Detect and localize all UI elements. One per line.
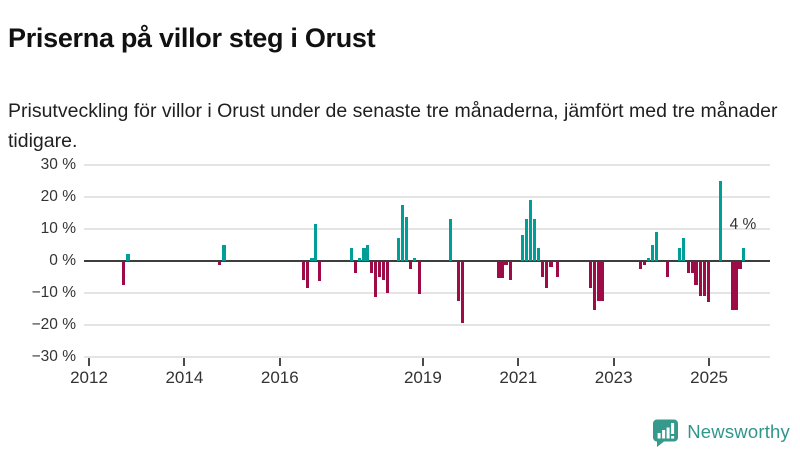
- bar: [706, 262, 711, 303]
- bar: [544, 262, 549, 288]
- y-axis-label: 20 %: [40, 187, 76, 205]
- bar: [596, 262, 601, 301]
- x-axis-label: 2021: [499, 368, 538, 387]
- bar: [417, 262, 422, 295]
- bar: [496, 262, 501, 279]
- bar-chart-speech-bubble-icon: [650, 417, 680, 447]
- x-axis-label: 2012: [70, 368, 108, 387]
- bar: [305, 262, 310, 288]
- gridline: [84, 356, 770, 359]
- y-axis-label: −10 %: [31, 283, 76, 301]
- bar: [730, 262, 735, 311]
- bar: [408, 262, 413, 269]
- x-axis-tick: [183, 358, 186, 367]
- x-axis-label: 2016: [260, 368, 299, 387]
- bar: [548, 262, 553, 267]
- x-axis-label: 2019: [403, 368, 442, 387]
- bar: [694, 262, 698, 285]
- gridline: [84, 227, 770, 230]
- bar: [373, 262, 378, 298]
- x-axis-label: 2014: [165, 368, 204, 387]
- bar: [500, 262, 505, 279]
- bar: [317, 262, 322, 282]
- bar: [540, 262, 545, 277]
- x-axis-tick: [278, 358, 281, 367]
- bar: [349, 247, 354, 261]
- bar: [217, 262, 222, 266]
- x-axis-tick: [612, 358, 615, 367]
- bar: [532, 219, 537, 261]
- bar: [690, 262, 695, 274]
- bar: [504, 262, 508, 266]
- gridline: [84, 163, 770, 166]
- gridline: [84, 324, 770, 326]
- bar: [638, 262, 643, 269]
- y-axis-label: 10 %: [40, 219, 76, 237]
- bar: [353, 262, 358, 274]
- bar: [718, 180, 723, 261]
- bar: [520, 235, 525, 261]
- y-axis-label: 30 %: [40, 155, 76, 173]
- bar: [702, 262, 707, 296]
- bar: [381, 262, 386, 280]
- x-axis-tick: [88, 358, 90, 367]
- bar: [592, 262, 597, 311]
- bar: [222, 244, 226, 261]
- bar: [396, 238, 401, 261]
- chart-subtitle: Prisutveckling för villor i Orust under …: [8, 99, 778, 152]
- y-axis-label: −20 %: [31, 316, 76, 333]
- x-axis-tick: [517, 358, 520, 367]
- bar: [665, 262, 670, 277]
- bar: [677, 247, 682, 261]
- bar: [357, 257, 362, 261]
- bar: [741, 247, 746, 261]
- x-axis-tick: [708, 358, 711, 367]
- bar: [650, 244, 655, 261]
- x-axis-tick: [421, 358, 424, 367]
- bar: [555, 262, 560, 277]
- bar: [361, 247, 366, 261]
- bar: [642, 262, 647, 266]
- bar: [508, 262, 513, 280]
- bar: [456, 262, 461, 301]
- zero-line: [84, 259, 770, 263]
- bar: [686, 262, 691, 274]
- gridline: [84, 291, 770, 294]
- bar: [698, 262, 703, 296]
- brand-wordmark: Newsworthy: [687, 421, 790, 442]
- gridline: [84, 195, 770, 198]
- bar: [528, 199, 533, 261]
- y-axis-label: 0 %: [49, 251, 76, 269]
- x-axis-label: 2023: [594, 368, 633, 387]
- bar: [301, 262, 306, 280]
- bar: [313, 223, 318, 261]
- bar: [734, 262, 739, 311]
- bar: [365, 244, 370, 261]
- page-title: Priserna på villor steg i Orust: [8, 23, 376, 54]
- bar-annotation: 4 %: [729, 215, 757, 233]
- bar: [404, 217, 409, 261]
- bar: [400, 204, 405, 261]
- bar: [385, 262, 390, 293]
- bar: [460, 262, 465, 324]
- bar: [600, 262, 605, 301]
- bar: [654, 231, 659, 261]
- bar: [588, 262, 593, 288]
- bar: [377, 262, 382, 277]
- bar: [681, 238, 686, 261]
- y-axis-label: −30 %: [31, 348, 76, 366]
- bar: [524, 219, 529, 261]
- bar: [126, 254, 130, 261]
- bar: [738, 262, 742, 269]
- x-axis-label: 2025: [690, 368, 729, 387]
- bar: [536, 247, 541, 261]
- bar: [412, 257, 417, 261]
- bar: [369, 262, 374, 274]
- newsworthy-logo[interactable]: Newsworthy: [650, 417, 790, 447]
- bar: [121, 262, 126, 285]
- bar: [309, 257, 314, 261]
- bar: [646, 257, 651, 261]
- bar: [448, 219, 453, 261]
